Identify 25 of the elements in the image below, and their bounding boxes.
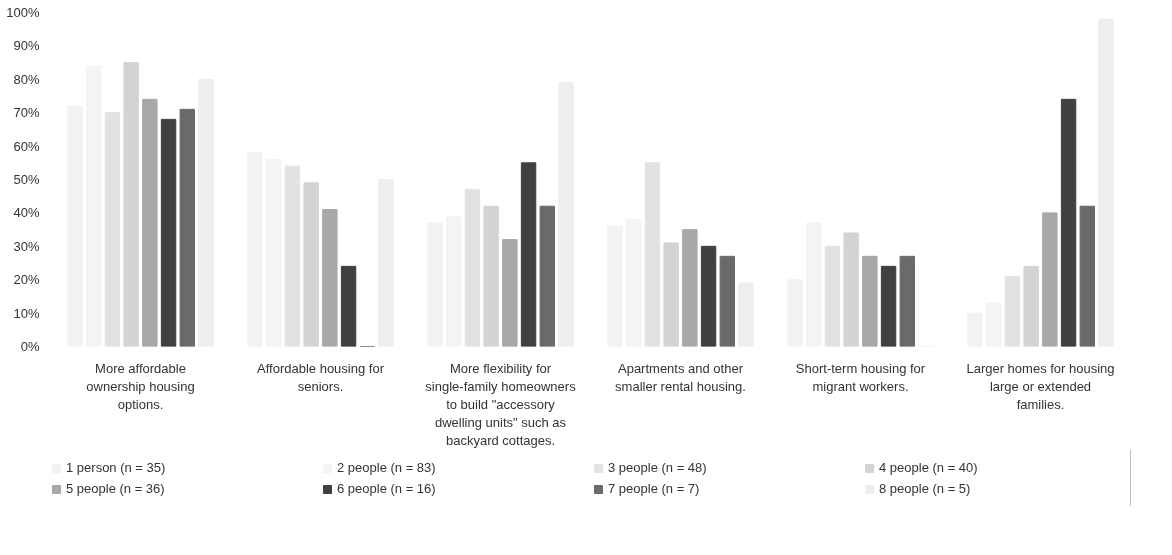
legend-label: 4 people (n = 40) [879, 460, 979, 475]
x-tick-label: More affordable ownership housing options. [86, 360, 195, 412]
x-tick-label: Affordable housing for seniors. [257, 360, 385, 394]
legend-label: 3 people (n = 48) [608, 460, 708, 475]
legend-label: 7 people (n = 7) [608, 481, 701, 496]
y-tick-label: 20% [13, 272, 40, 288]
y-tick-label: 50% [13, 172, 40, 187]
y-tick-label: 90% [13, 38, 40, 54]
y-tick-label: 70% [13, 105, 40, 121]
y-tick-label: 10% [13, 305, 40, 321]
y-tick-label: 100% [6, 5, 40, 20]
legend-label: 5 people (n = 36) [66, 481, 166, 496]
y-tick-label: 30% [13, 238, 40, 254]
y-tick-label: 80% [13, 71, 40, 87]
y-tick-label: 0% [20, 339, 40, 354]
y-tick-label: 60% [13, 138, 40, 154]
x-tick-label: Larger homes for housing large or extended families. [966, 360, 1115, 412]
legend-label: 8 people (n = 5) [879, 481, 972, 496]
x-tick-label: Short-term housing for migrant workers. [795, 360, 926, 394]
legend-label: 1 person (n = 35) [66, 460, 167, 475]
y-tick-label: 40% [13, 205, 40, 221]
x-tick-label: Apartments and other smaller rental housing. [615, 360, 746, 394]
legend-label: 6 people (n = 16) [337, 481, 437, 496]
x-tick-label: More flexibility for single-family homeowners to build "accessory dwelling units" such as backyard cottages. [425, 360, 577, 448]
legend-label: 2 people (n = 83) [337, 460, 437, 475]
